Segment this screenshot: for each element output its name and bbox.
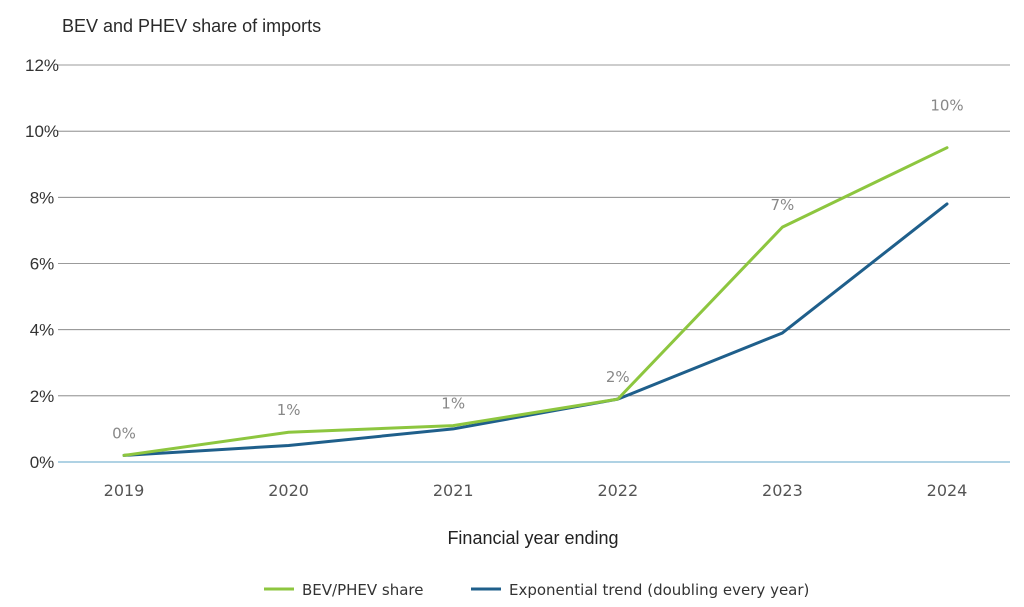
x-tick-label: 2019 [104, 481, 145, 500]
data-label: 1% [441, 395, 465, 413]
y-tick-label: 8% [30, 188, 55, 207]
grid [58, 64, 1010, 463]
y-tick-label: 12% [25, 56, 59, 75]
y-axis-tick-labels: 0% 2% 4% 6% 8% 10% 12% [25, 56, 59, 472]
data-label: 0% [112, 424, 136, 442]
x-axis-label: Financial year ending [447, 528, 618, 548]
legend-label: BEV/PHEV share [302, 581, 424, 599]
x-tick-label: 2020 [268, 481, 309, 500]
y-tick-label: 10% [25, 122, 59, 141]
x-tick-label: 2023 [762, 481, 803, 500]
y-tick-label: 2% [30, 387, 55, 406]
legend-label: Exponential trend (doubling every year) [509, 581, 809, 599]
y-tick-label: 6% [30, 255, 55, 274]
bev-phev-share-line [122, 146, 949, 457]
data-labels: 0% 1% 1% 2% 7% 10% [112, 97, 964, 443]
exponential-trend-line [122, 202, 949, 457]
x-tick-label: 2024 [927, 481, 968, 500]
x-tick-label: 2021 [433, 481, 474, 500]
data-label: 7% [771, 196, 795, 214]
y-tick-label: 0% [30, 453, 55, 472]
x-tick-label: 2022 [597, 481, 638, 500]
legend: BEV/PHEV share Exponential trend (doublin… [264, 581, 809, 599]
series-lines [122, 146, 949, 457]
y-tick-label: 4% [30, 321, 55, 340]
x-axis-tick-labels: 2019 2020 2021 2022 2023 2024 [104, 481, 968, 500]
data-label: 2% [606, 368, 630, 386]
data-label: 1% [277, 401, 301, 419]
data-label: 10% [930, 97, 963, 115]
chart-title: BEV and PHEV share of imports [62, 16, 321, 36]
